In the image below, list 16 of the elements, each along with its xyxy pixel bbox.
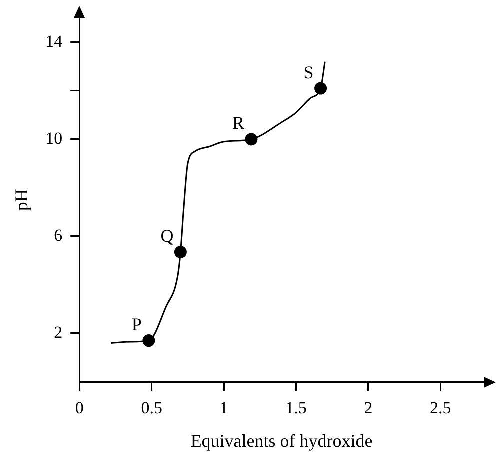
y-tick-label: 14 [46,32,64,51]
y-tick-label: 10 [46,128,63,148]
x-tick-label: 1 [220,398,228,418]
y-tick-label: 2 [54,322,63,342]
x-axis-title: Equivalents of hydroxide [190,430,373,451]
x-tick-label: 0.5 [141,398,162,418]
y-axis-title: pH [12,189,32,212]
annotation: P [132,314,142,335]
x-tick-label: 2 [364,398,373,418]
annotation: R [232,113,244,134]
annotation: S [304,62,314,82]
y-tick-label: 6 [54,226,63,245]
annotation: Q [160,226,174,246]
x-tick-label: 1.5 [286,398,307,418]
x-tick-label: 0 [75,398,84,418]
x-tick-label: 2.5 [430,398,452,418]
